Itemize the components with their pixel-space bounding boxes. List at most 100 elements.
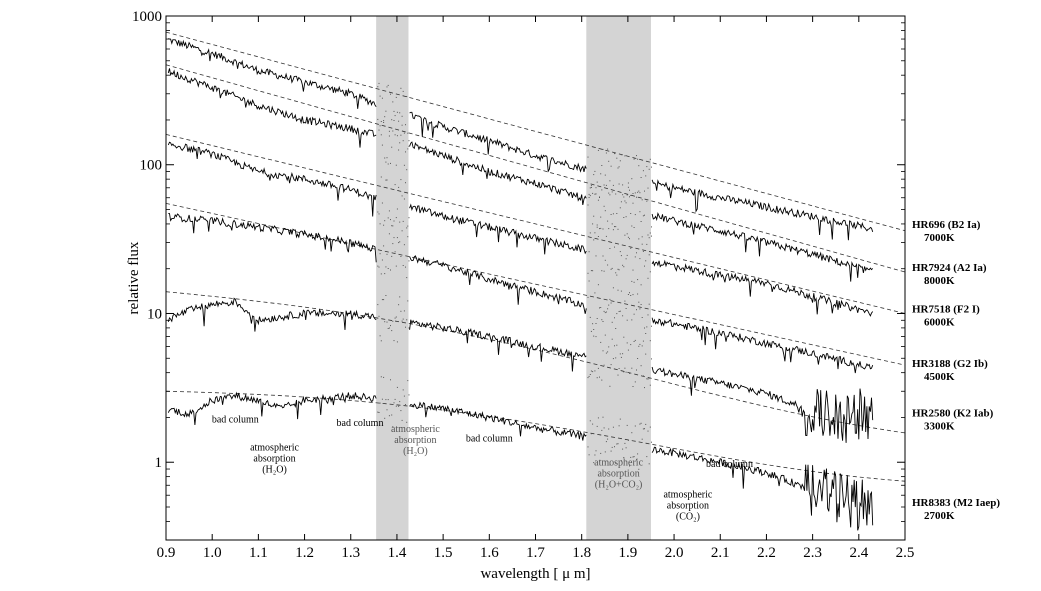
band-noise-point <box>646 200 648 202</box>
annotation-line: atmospheric <box>391 424 440 435</box>
annotation-5: bad column <box>466 433 513 444</box>
x-tick-label: 1.6 <box>480 545 499 561</box>
band-noise-point <box>637 453 639 455</box>
band-noise-point <box>622 264 624 266</box>
y-tick-label: 1 <box>155 455 163 471</box>
band-noise-point <box>607 264 609 266</box>
shaded-bands <box>376 16 651 540</box>
band-noise-point <box>384 220 386 222</box>
band-noise-point <box>402 90 404 92</box>
band-noise-point <box>381 202 383 204</box>
annotation-line: atmospheric <box>663 489 712 500</box>
band-noise-point <box>629 189 630 191</box>
band-noise-point <box>602 321 604 322</box>
band-noise-point <box>617 268 619 270</box>
band-noise-point <box>610 450 612 452</box>
band-noise-point <box>387 268 389 269</box>
annotation-8: bad column <box>706 459 753 470</box>
band-noise-point <box>630 194 632 196</box>
x-tick-label: 2.5 <box>896 545 915 561</box>
band-noise-point <box>589 195 591 197</box>
band-noise-point <box>388 233 390 235</box>
model-curve-5 <box>165 291 906 434</box>
band-noise-point <box>611 267 613 269</box>
band-noise-point <box>398 242 400 244</box>
band-noise-point <box>651 358 652 360</box>
band-noise-point <box>624 300 626 302</box>
band-noise-point <box>646 456 648 458</box>
band-noise-point <box>590 185 592 187</box>
band-noise-point <box>393 237 395 239</box>
band-noise-point <box>634 425 636 427</box>
band-noise-point <box>616 157 618 159</box>
band-noise-point <box>379 125 381 127</box>
band-noise-point <box>616 344 618 346</box>
band-noise-point <box>592 270 594 272</box>
annotation-line: bad column <box>212 415 259 426</box>
band-noise-point <box>616 274 618 276</box>
series-label-name: HR3188 (G2 Ib) <box>912 358 988 370</box>
band-noise-point <box>597 284 599 286</box>
band-noise-point <box>623 457 625 458</box>
band-noise-point <box>380 134 382 136</box>
band-noise-point <box>646 166 648 168</box>
band-noise-point <box>646 326 648 328</box>
band-noise-point <box>632 294 634 296</box>
band-noise-point <box>634 256 636 258</box>
band-noise-point <box>602 350 604 352</box>
band-noise-point <box>612 229 614 231</box>
band-noise-point <box>634 192 636 194</box>
series-label-temperature: 7000K <box>924 232 955 244</box>
band-noise-point <box>623 266 625 268</box>
band-noise-point <box>394 398 396 400</box>
band-noise-point <box>590 270 592 272</box>
band-noise-point <box>391 119 393 121</box>
band-noise-point <box>399 112 401 114</box>
band-noise-point <box>616 443 618 445</box>
band-noise-point <box>394 134 396 136</box>
band-noise-point <box>402 318 404 320</box>
band-noise-point <box>377 411 379 413</box>
band-noise-point <box>383 376 385 378</box>
band-noise-point <box>601 270 603 272</box>
band-noise-point <box>627 182 629 184</box>
band-noise-point <box>640 304 642 305</box>
band-noise-point <box>610 165 612 167</box>
band-noise-point <box>634 381 636 383</box>
band-noise-point <box>631 367 633 369</box>
band-noise-point <box>587 204 589 206</box>
band-noise-point <box>631 432 633 434</box>
band-noise-point <box>599 197 600 198</box>
band-noise-point <box>393 120 395 121</box>
band-noise-point <box>405 404 406 406</box>
band-noise-point <box>399 296 401 298</box>
band-noise-point <box>391 146 393 148</box>
band-noise-point <box>610 302 612 304</box>
band-noise-point <box>614 153 615 155</box>
band-noise-point <box>622 448 624 450</box>
band-noise-point <box>398 405 400 407</box>
band-noise-point <box>637 293 639 295</box>
band-noise-point <box>378 129 380 131</box>
band-noise-point <box>395 316 397 318</box>
spectrum-line-4 <box>168 212 874 374</box>
band-noise-point <box>596 318 598 319</box>
spectrum-line-1 <box>168 38 874 241</box>
annotation-line: absorption <box>394 435 436 446</box>
band-noise-point <box>588 193 590 195</box>
band-noise-point <box>398 304 400 306</box>
band-noise-point <box>651 325 652 327</box>
series-label-temperature: 8000K <box>924 275 955 287</box>
band-noise-point <box>381 299 383 301</box>
band-noise-point <box>633 227 635 228</box>
band-noise-point <box>407 148 409 150</box>
band-noise-point <box>645 199 647 200</box>
band-noise-point <box>387 399 389 401</box>
band-noise-point <box>592 423 594 425</box>
band-noise-point <box>408 140 410 142</box>
band-noise-point <box>626 342 628 344</box>
band-noise-point <box>640 177 642 178</box>
band-noise-point <box>390 162 391 164</box>
band-noise-point <box>405 124 406 126</box>
